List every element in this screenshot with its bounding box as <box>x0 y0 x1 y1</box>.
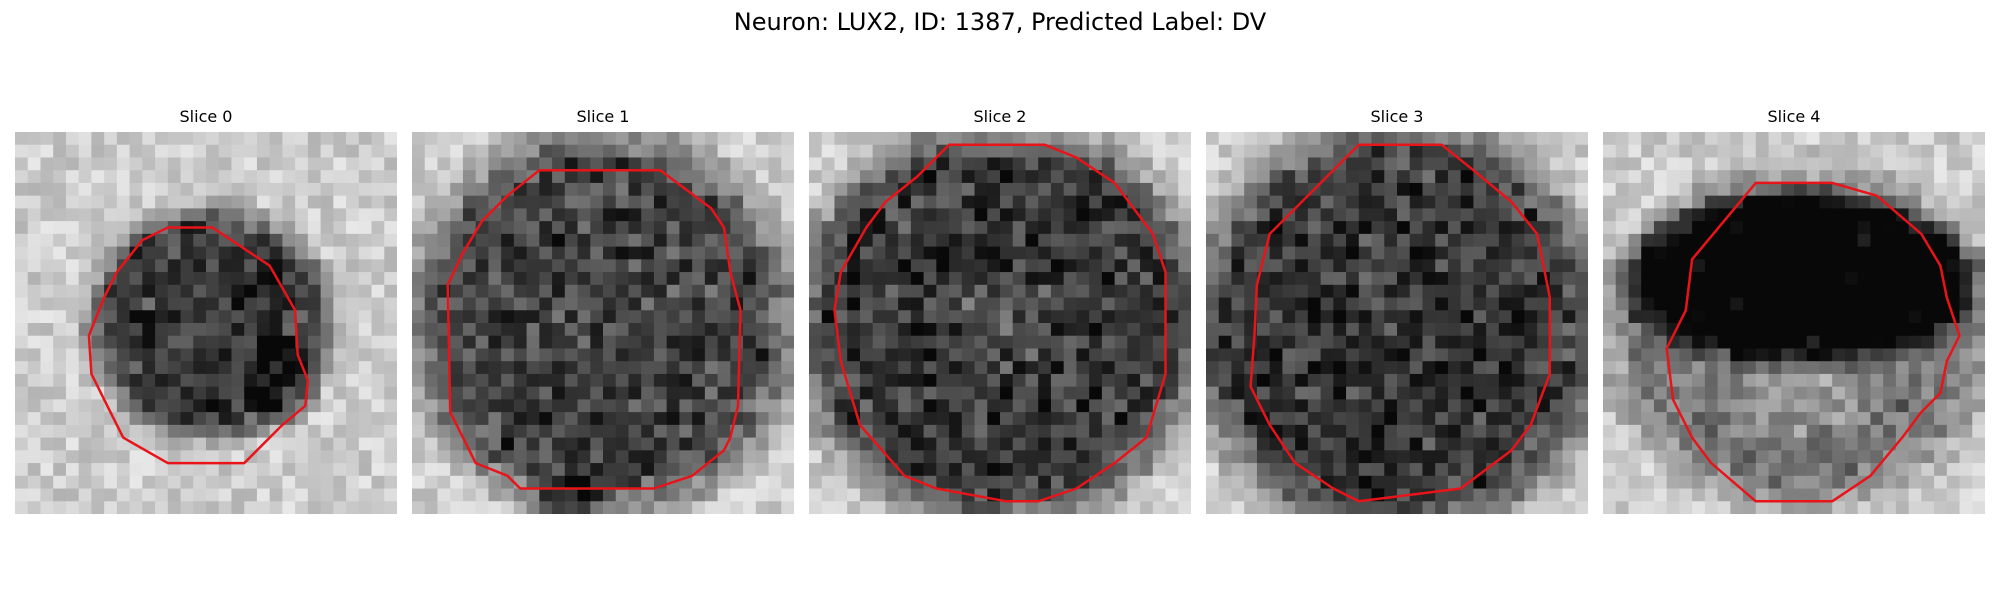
slice-image-0 <box>15 132 397 514</box>
slice-title-0: Slice 0 <box>179 107 233 126</box>
slice-image-4 <box>1603 132 1985 514</box>
contour-outline-3 <box>1249 143 1552 503</box>
slice-title-2: Slice 2 <box>973 107 1027 126</box>
slice-image-3 <box>1206 132 1588 514</box>
slice-title-3: Slice 3 <box>1370 107 1424 126</box>
slice-title-1: Slice 1 <box>576 107 630 126</box>
contour-outline-1 <box>446 168 742 490</box>
contour-outline-2 <box>833 143 1167 503</box>
figure-title: Neuron: LUX2, ID: 1387, Predicted Label:… <box>733 8 1267 36</box>
slice-image-2 <box>809 132 1191 514</box>
slice-image-1 <box>412 132 794 514</box>
contour-outline-4 <box>1665 181 1961 503</box>
contour-outline-0 <box>87 226 310 465</box>
slice-title-4: Slice 4 <box>1767 107 1821 126</box>
